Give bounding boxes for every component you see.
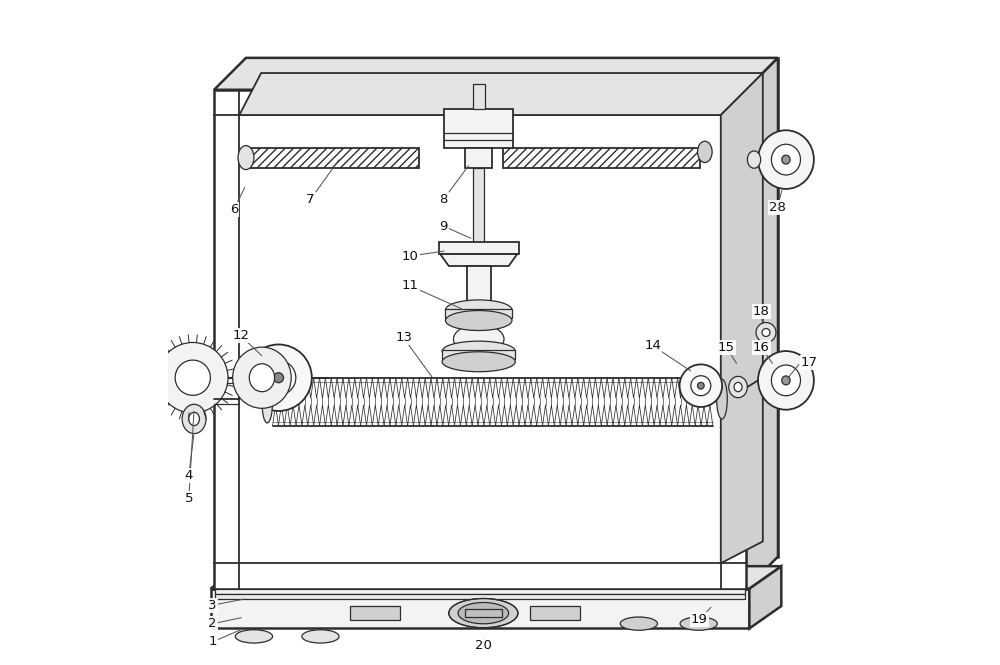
Polygon shape xyxy=(246,58,778,557)
Ellipse shape xyxy=(747,151,761,168)
Text: 10: 10 xyxy=(402,249,419,263)
Polygon shape xyxy=(214,58,778,90)
Ellipse shape xyxy=(717,379,727,419)
Ellipse shape xyxy=(445,300,512,320)
Text: 19: 19 xyxy=(691,613,708,626)
Ellipse shape xyxy=(238,146,254,170)
Bar xyxy=(465,609,502,617)
Polygon shape xyxy=(214,90,746,589)
Polygon shape xyxy=(749,566,781,628)
Ellipse shape xyxy=(729,376,747,398)
Text: 14: 14 xyxy=(645,339,661,352)
Text: 15: 15 xyxy=(718,340,735,354)
Text: 6: 6 xyxy=(230,203,238,216)
Polygon shape xyxy=(721,73,763,563)
Text: 13: 13 xyxy=(395,331,412,344)
Ellipse shape xyxy=(458,602,509,624)
Bar xyxy=(503,148,700,168)
Ellipse shape xyxy=(762,329,770,336)
Ellipse shape xyxy=(680,364,722,407)
Bar xyxy=(249,148,419,168)
Ellipse shape xyxy=(691,376,711,396)
Polygon shape xyxy=(211,589,749,628)
Bar xyxy=(473,84,485,109)
Ellipse shape xyxy=(620,617,657,630)
Text: 28: 28 xyxy=(769,201,786,214)
Bar xyxy=(350,606,400,620)
Bar xyxy=(530,606,580,620)
Text: 2: 2 xyxy=(208,617,217,630)
Ellipse shape xyxy=(771,365,800,396)
Bar xyxy=(215,594,745,599)
Bar xyxy=(467,266,491,305)
Ellipse shape xyxy=(698,382,704,389)
Ellipse shape xyxy=(445,311,512,331)
Text: 9: 9 xyxy=(439,219,448,233)
Ellipse shape xyxy=(262,380,273,423)
Polygon shape xyxy=(440,254,517,266)
Ellipse shape xyxy=(274,372,284,383)
Ellipse shape xyxy=(442,352,515,372)
Bar xyxy=(439,242,519,254)
Text: 18: 18 xyxy=(753,305,770,318)
Text: 7: 7 xyxy=(306,193,315,206)
Polygon shape xyxy=(211,566,781,589)
Text: 1: 1 xyxy=(208,635,217,648)
Bar xyxy=(444,109,513,148)
Text: 4: 4 xyxy=(185,469,193,482)
Bar xyxy=(473,168,484,246)
Bar xyxy=(442,350,515,359)
Ellipse shape xyxy=(698,141,712,162)
Text: 8: 8 xyxy=(439,193,448,206)
Ellipse shape xyxy=(182,404,206,434)
Text: 11: 11 xyxy=(402,279,419,293)
Bar xyxy=(215,589,745,594)
Bar xyxy=(458,607,509,619)
Ellipse shape xyxy=(734,382,742,392)
Text: 5: 5 xyxy=(185,492,193,505)
Text: 3: 3 xyxy=(208,598,217,612)
Ellipse shape xyxy=(158,342,228,413)
Ellipse shape xyxy=(782,376,790,385)
Ellipse shape xyxy=(449,598,518,628)
Ellipse shape xyxy=(235,630,273,643)
Ellipse shape xyxy=(442,341,515,361)
Text: 20: 20 xyxy=(475,638,492,652)
Ellipse shape xyxy=(680,617,717,630)
Ellipse shape xyxy=(249,364,275,392)
Bar xyxy=(445,309,512,318)
Ellipse shape xyxy=(758,351,814,410)
Text: 16: 16 xyxy=(753,340,770,354)
Ellipse shape xyxy=(302,630,339,643)
Bar xyxy=(465,148,492,168)
Text: 17: 17 xyxy=(801,356,818,369)
Polygon shape xyxy=(746,58,778,589)
Ellipse shape xyxy=(758,130,814,189)
Ellipse shape xyxy=(771,144,800,175)
Ellipse shape xyxy=(245,344,312,411)
Ellipse shape xyxy=(782,155,790,164)
Ellipse shape xyxy=(261,360,296,395)
Text: 12: 12 xyxy=(232,329,249,342)
Ellipse shape xyxy=(233,347,291,408)
Ellipse shape xyxy=(175,360,210,395)
Ellipse shape xyxy=(453,325,504,354)
Ellipse shape xyxy=(189,412,199,426)
Ellipse shape xyxy=(756,323,776,342)
Polygon shape xyxy=(239,73,763,115)
